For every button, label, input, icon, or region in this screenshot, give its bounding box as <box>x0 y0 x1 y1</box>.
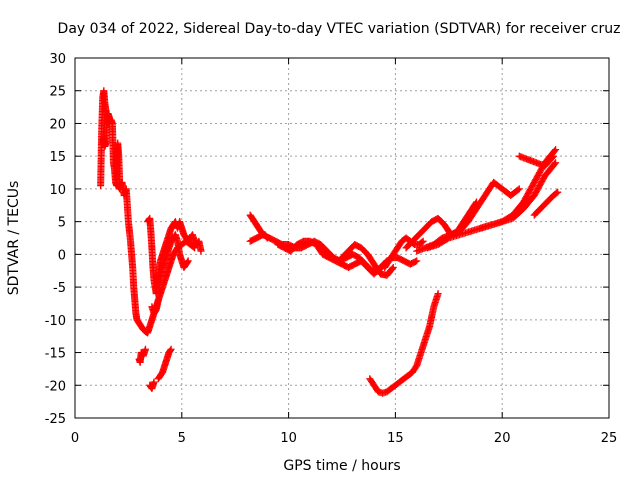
series-arc-13 <box>338 241 397 279</box>
series-arc-19 <box>515 152 557 170</box>
y-tick-label: 20 <box>49 117 66 132</box>
x-tick-label: 10 <box>280 431 297 446</box>
series-arc-1 <box>97 87 124 193</box>
y-tick-label: 5 <box>58 216 66 231</box>
series-arc-7 <box>146 378 158 393</box>
data-point <box>551 147 559 155</box>
chart-title: Day 034 of 2022, Sidereal Day-to-day VTE… <box>58 21 621 37</box>
data-point <box>419 237 427 245</box>
data-point <box>167 345 175 353</box>
data-point <box>515 185 523 193</box>
y-axis-label: SDTVAR / TECUs <box>6 181 22 296</box>
series-arc-6 <box>148 237 199 317</box>
y-tick-label: 0 <box>58 248 66 263</box>
y-tick-label: 10 <box>49 183 66 198</box>
data-points <box>97 87 562 397</box>
data-point <box>184 257 192 265</box>
data-point <box>411 258 419 266</box>
data-point <box>552 159 560 167</box>
series-arc-10 <box>246 211 271 242</box>
data-point <box>418 238 426 246</box>
data-point <box>553 189 561 197</box>
y-tick-label: -10 <box>45 314 66 329</box>
data-point <box>549 152 557 160</box>
data-point <box>389 263 397 271</box>
series-arc-4 <box>135 345 149 366</box>
gridlines <box>75 58 609 418</box>
series-arc-12 <box>274 237 391 278</box>
series-arc-8 <box>154 345 175 383</box>
x-tick-label: 25 <box>601 431 618 446</box>
y-tick-label: 30 <box>49 52 66 67</box>
y-tick-label: -5 <box>53 281 66 296</box>
y-tick-label: 25 <box>49 85 66 100</box>
axis-ticks: 0 5 10 15 20 25 -25 -20 -15 -10 -5 0 5 10 15 20 25 30 <box>45 52 618 446</box>
x-tick-label: 15 <box>387 431 404 446</box>
data-point <box>197 247 205 255</box>
data-point <box>183 258 191 266</box>
series-arc-9 <box>152 231 192 291</box>
x-axis-label: GPS time / hours <box>283 458 400 474</box>
data-point <box>191 244 199 252</box>
data-point <box>388 265 396 273</box>
data-point <box>150 378 158 386</box>
data-point <box>552 146 560 154</box>
x-tick-label: 5 <box>178 431 186 446</box>
series-arc-3 <box>114 178 162 337</box>
plot-frame <box>74 57 610 419</box>
data-point <box>551 160 559 168</box>
data-point <box>190 243 198 251</box>
data-point <box>166 346 174 354</box>
x-tick-label: 20 <box>494 431 511 446</box>
data-point <box>549 153 557 161</box>
y-tick-label: 15 <box>49 150 66 165</box>
series-arc-2 <box>99 113 112 150</box>
data-point <box>514 186 522 194</box>
data-point <box>554 188 562 196</box>
data-point <box>413 257 421 265</box>
series-arc-20 <box>530 188 562 219</box>
data-point <box>104 119 112 127</box>
y-tick-label: -25 <box>45 412 66 427</box>
series-arc-21 <box>366 290 442 397</box>
y-tick-label: -20 <box>45 379 66 394</box>
data-point <box>141 345 149 353</box>
data-point <box>434 290 442 298</box>
y-tick-label: -15 <box>45 347 66 362</box>
x-tick-label: 0 <box>71 431 79 446</box>
